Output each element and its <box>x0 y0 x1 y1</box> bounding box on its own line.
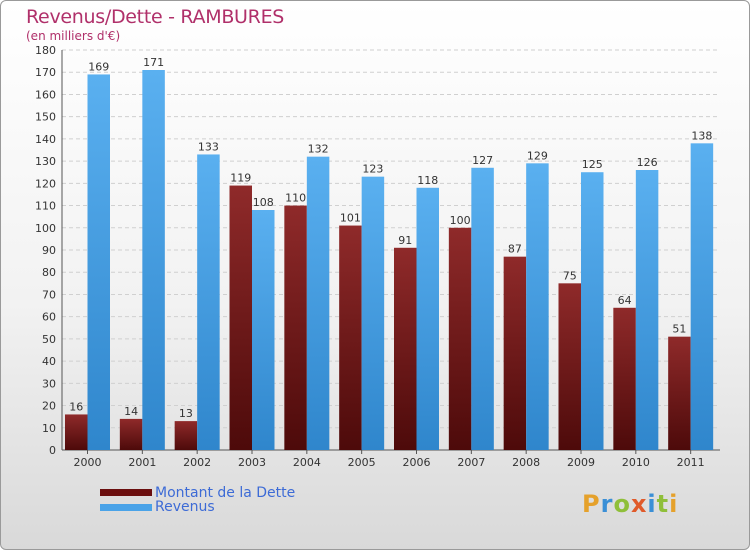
y-tick-label: 120 <box>35 177 56 190</box>
legend-swatch-dette <box>100 489 152 496</box>
chart-subtitle: (en milliers d'€) <box>26 29 121 43</box>
y-tick-label: 180 <box>35 44 56 57</box>
y-tick-label: 50 <box>42 333 56 346</box>
logo-letter: o <box>613 490 631 518</box>
x-tick-label: 2006 <box>403 456 431 469</box>
x-tick-label: 2002 <box>183 456 211 469</box>
x-tick-label: 2008 <box>512 456 540 469</box>
bar-revenus <box>416 187 439 450</box>
y-tick-label: 130 <box>35 155 56 168</box>
legend-swatch-revenus <box>100 504 152 511</box>
grid <box>62 49 720 451</box>
bar-revenus <box>197 154 220 450</box>
bar-value-label: 169 <box>88 60 109 73</box>
bar-value-label: 118 <box>417 174 438 187</box>
axes: 0 10 20 30 40 50 60 70 80 90 100 110 120 130 140 150 160… <box>35 44 720 469</box>
bar-value-label: 64 <box>618 294 632 307</box>
bar-value-label: 133 <box>198 140 219 153</box>
bar-value-label: 123 <box>362 163 383 176</box>
bar-dette <box>65 414 88 450</box>
y-tick-label: 100 <box>35 222 56 235</box>
bar-revenus <box>471 167 494 450</box>
bar-dette <box>503 256 527 450</box>
legend-label-dette: Montant de la Dette <box>155 485 296 501</box>
bar-revenus <box>581 172 604 450</box>
bar-value-label: 125 <box>582 158 603 171</box>
logo-letter: P <box>582 490 601 518</box>
y-tick-label: 160 <box>35 88 56 101</box>
bar-value-label: 132 <box>308 143 329 156</box>
bar-value-label: 101 <box>340 212 361 225</box>
x-tick-label: 2004 <box>293 456 321 469</box>
bar-revenus <box>361 176 385 450</box>
bar-value-label: 51 <box>672 323 686 336</box>
bar-dette <box>558 283 581 450</box>
logo-letter: x <box>630 490 648 518</box>
bar-dette <box>174 421 198 450</box>
bar-dette <box>394 247 417 450</box>
bar-dette <box>229 185 252 451</box>
x-tick-label: 2009 <box>567 456 595 469</box>
bar-revenus <box>306 156 330 450</box>
proxiti-logo: Proxiti <box>582 490 678 518</box>
y-tick-label: 150 <box>35 111 56 124</box>
bar-revenus <box>252 210 275 450</box>
x-tick-label: 2003 <box>238 456 266 469</box>
bar-dette <box>668 336 691 450</box>
bar-dette <box>284 205 307 450</box>
bar-revenus <box>690 143 714 451</box>
bar-value-label: 14 <box>124 405 138 418</box>
y-tick-label: 0 <box>49 444 56 457</box>
x-tick-label: 2007 <box>457 456 485 469</box>
y-tick-label: 110 <box>35 200 56 213</box>
y-tick-label: 40 <box>42 355 56 368</box>
bar-value-label: 119 <box>230 172 251 185</box>
legend-label-revenus: Revenus <box>155 499 215 515</box>
bar-value-label: 126 <box>637 156 658 169</box>
bar-revenus <box>635 170 659 450</box>
y-tick-label: 170 <box>35 66 56 79</box>
bar-revenus <box>142 70 165 450</box>
bar-value-label: 129 <box>527 149 548 162</box>
x-tick-label: 2000 <box>74 456 102 469</box>
bar-revenus <box>87 74 110 450</box>
x-tick-label: 2010 <box>622 456 650 469</box>
bar-value-label: 171 <box>143 56 164 69</box>
bar-revenus <box>526 163 549 451</box>
y-tick-label: 90 <box>42 244 56 257</box>
y-tick-label: 20 <box>42 400 56 413</box>
bar-dette <box>339 225 362 450</box>
bar-dette <box>448 227 472 450</box>
chart-title: Revenus/Dette - RAMBURES <box>26 6 285 28</box>
y-tick-label: 10 <box>42 422 56 435</box>
y-tick-label: 30 <box>42 377 56 390</box>
x-tick-label: 2011 <box>677 456 705 469</box>
bar-value-label: 13 <box>179 407 193 420</box>
bar-value-label: 138 <box>691 129 712 142</box>
y-tick-label: 80 <box>42 266 56 279</box>
logo-letter: r <box>600 490 614 518</box>
bar-value-label: 87 <box>508 243 522 256</box>
bar-dette <box>119 418 143 450</box>
logo-letter: t <box>656 490 670 518</box>
y-tick-label: 140 <box>35 133 56 146</box>
bar-value-label: 100 <box>450 214 471 227</box>
x-tick-label: 2005 <box>348 456 376 469</box>
bar-value-label: 75 <box>563 269 577 282</box>
bar-dette <box>613 307 636 450</box>
x-tick-label: 2001 <box>128 456 156 469</box>
bar-value-label: 127 <box>472 154 493 167</box>
y-tick-label: 70 <box>42 288 56 301</box>
y-tick-label: 60 <box>42 311 56 324</box>
logo-letter: i <box>669 490 679 518</box>
logo-letter: i <box>647 490 657 518</box>
bar-value-label: 110 <box>285 192 306 205</box>
bars <box>65 70 714 451</box>
bar-value-label: 91 <box>398 234 412 247</box>
bar-value-label: 108 <box>253 196 274 209</box>
bar-value-label: 16 <box>69 400 83 413</box>
